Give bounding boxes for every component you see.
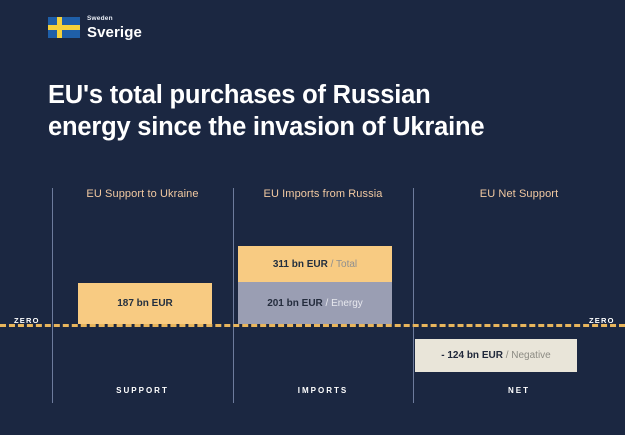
zero-baseline: [0, 324, 625, 327]
column-header-support: EU Support to Ukraine: [86, 188, 199, 200]
bar-label-net: - 124 bn EUR / Negative: [441, 350, 551, 361]
column-divider-2: [233, 188, 234, 403]
logo-country-en: Sweden: [87, 15, 113, 22]
title-line-2: energy since the invasion of Ukraine: [48, 112, 485, 141]
bar-suffix-energy: / Energy: [322, 297, 363, 309]
column-header-net: EU Net Support: [479, 188, 559, 200]
zero-label-right: ZERO: [589, 316, 615, 325]
bar-value-total: 311 bn EUR: [272, 258, 328, 270]
bar-eu-net-support: - 124 bn EUR / Negative: [415, 339, 577, 372]
swedish-flag-icon: [48, 17, 80, 39]
bar-eu-support: 187 bn EUR: [78, 283, 212, 324]
bar-label-energy: 201 bn EUR / Energy: [267, 298, 363, 309]
bar-value-net: - 124 bn EUR: [441, 350, 503, 361]
column-footer-net: NET: [508, 386, 530, 395]
column-divider-1: [52, 188, 53, 403]
bar-imports-energy: 201 bn EUR / Energy: [238, 282, 392, 324]
chart-plot-area: EU Support to Ukraine EU Imports from Ru…: [0, 188, 625, 403]
bar-suffix-total: / Total: [327, 258, 358, 270]
column-footer-support: SUPPORT: [116, 386, 169, 395]
page-title: EU's total purchases of Russian energy s…: [48, 80, 568, 144]
bar-value-energy: 201 bn EUR: [267, 297, 323, 309]
column-divider-3: [413, 188, 414, 403]
bar-label-total: 311 bn EUR / Total: [273, 259, 357, 270]
logo-wordmark: Sweden Sverige: [87, 15, 142, 41]
column-header-imports: EU Imports from Russia: [263, 188, 383, 200]
zero-label-left: ZERO: [14, 316, 40, 325]
sweden-logo: Sweden Sverige: [48, 15, 142, 41]
bar-imports-total: 311 bn EUR / Total: [238, 246, 392, 282]
bar-label-support: 187 bn EUR: [117, 298, 173, 309]
bar-value-support: 187 bn EUR: [117, 298, 173, 309]
logo-country-sv: Sverige: [87, 23, 142, 41]
title-line-1: EU's total purchases of Russian: [48, 81, 431, 109]
bar-suffix-net: / Negative: [502, 350, 551, 361]
column-footer-imports: IMPORTS: [297, 386, 349, 395]
